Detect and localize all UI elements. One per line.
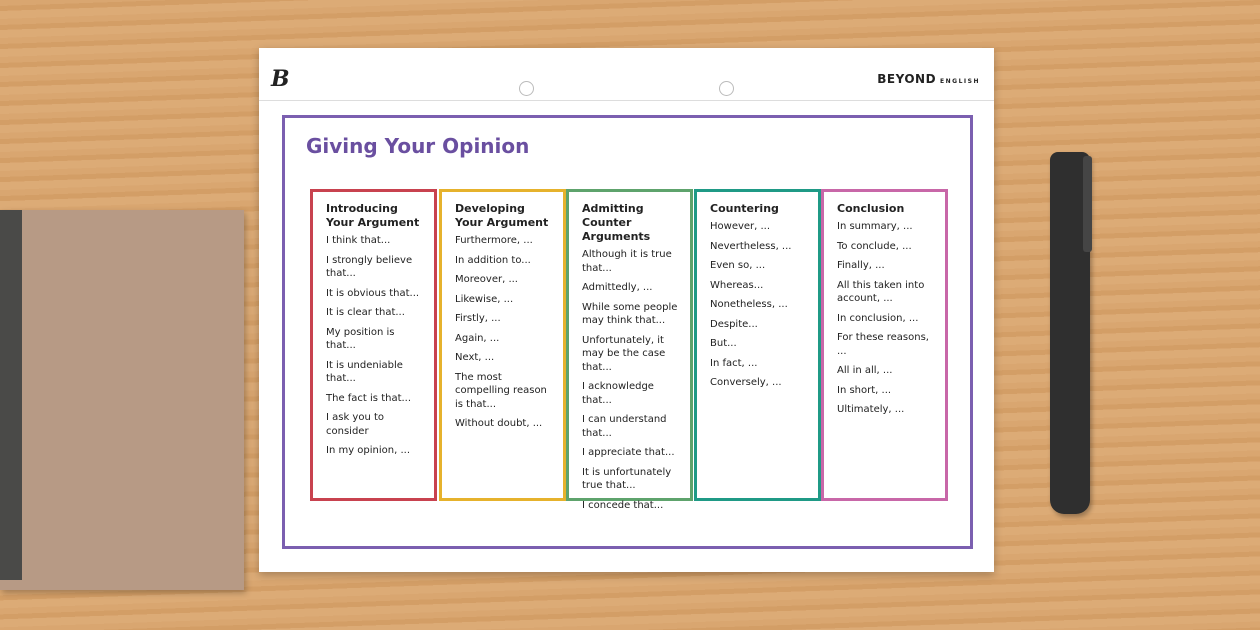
- phrase: I concede that...: [582, 499, 664, 511]
- phrase: It is undeniable that...: [326, 359, 403, 385]
- phrase: Finally, ...: [837, 260, 885, 271]
- phrase: It is obvious that...: [326, 287, 420, 299]
- column-heading: Conclusion: [837, 202, 905, 215]
- column-heading: Admitting Counter Arguments: [582, 202, 651, 243]
- phrase: Firstly, ...: [455, 313, 501, 324]
- phrase: In addition to...: [455, 254, 531, 266]
- phrase: Nonetheless, ...: [710, 299, 788, 310]
- punch-hole: [719, 81, 734, 96]
- phrase: However, ...: [710, 221, 771, 232]
- phrase: It is clear that...: [326, 307, 405, 318]
- phrase: The most compelling reason is that...: [455, 371, 547, 410]
- phrase: But...: [710, 338, 737, 349]
- punch-hole: [519, 81, 534, 96]
- phrase: To conclude, ...: [837, 240, 912, 252]
- phrase: Moreover, ...: [455, 274, 518, 285]
- notebook-spine: [0, 210, 22, 580]
- phrase-column: Introducing Your Argument I think that...…: [310, 189, 437, 501]
- phrase: Furthermore, ...: [455, 235, 533, 246]
- phrase: Whereas...: [710, 279, 764, 291]
- phrase: In summary, ...: [837, 221, 913, 232]
- brand-name: BEYOND: [877, 72, 937, 86]
- header-rule: [259, 100, 994, 101]
- phrase: Without doubt, ...: [455, 418, 543, 429]
- phrase: Nevertheless, ...: [710, 240, 792, 252]
- phrase: All in all, ...: [837, 365, 893, 376]
- phrase-column: Admitting Counter Arguments Although it i…: [566, 189, 693, 511]
- phrase: The fact is that...: [326, 392, 412, 404]
- phrase: Next, ...: [455, 352, 495, 363]
- phrase: Unfortunately, it may be the case that..…: [582, 334, 666, 373]
- column-heading: Countering: [710, 202, 779, 215]
- phrase: Conversely, ...: [710, 377, 782, 388]
- pen-clip: [1083, 156, 1092, 252]
- phrase: Ultimately, ...: [837, 404, 905, 415]
- frame: [282, 115, 973, 549]
- phrase: Again, ...: [455, 332, 500, 344]
- logo: B: [271, 66, 290, 92]
- phrase: I appreciate that...: [582, 447, 675, 458]
- phrase: Even so, ...: [710, 260, 766, 271]
- phrase: In short, ...: [837, 384, 892, 396]
- phrase: In fact, ...: [710, 357, 758, 369]
- notebook: [0, 210, 244, 590]
- title: Giving Your Opinion: [306, 134, 530, 158]
- phrase: Although it is true that...: [582, 249, 672, 274]
- phrase: I can understand that...: [582, 414, 667, 439]
- phrase: I ask you to consider: [326, 412, 385, 437]
- column-heading: Developing Your Argument: [455, 202, 549, 229]
- phrase-column: Conclusion In summary, ... To conclude, ..…: [821, 189, 948, 501]
- phrase: In my opinion, ...: [326, 445, 411, 456]
- phrase: Likewise, ...: [455, 293, 514, 305]
- phrase: While some people may think that...: [582, 301, 678, 327]
- phrase-column: Developing Your Argument Furthermore, ...…: [439, 189, 566, 501]
- phrase: For these reasons, ...: [837, 332, 929, 357]
- phrase: All this taken into account, ...: [837, 279, 925, 305]
- worksheet: B BEYOND ENGLISH Giving Your Opinion Intr…: [259, 48, 994, 572]
- phrase: My position is that...: [326, 326, 395, 352]
- brand-sub: ENGLISH: [940, 78, 980, 85]
- phrase: I think that...: [326, 235, 391, 246]
- phrase-column: Countering However, ... Nevertheless, ... E…: [694, 189, 821, 501]
- phrase: I strongly believe that...: [326, 254, 413, 280]
- phrase: In conclusion, ...: [837, 312, 919, 324]
- phrase: Admittedly, ...: [582, 282, 653, 293]
- phrase: I acknowledge that...: [582, 381, 654, 406]
- phrase: It is unfortunately true that...: [582, 466, 672, 492]
- phrase: Despite...: [710, 318, 758, 330]
- brand: BEYOND ENGLISH: [877, 72, 980, 86]
- column-heading: Introducing Your Argument: [326, 202, 420, 229]
